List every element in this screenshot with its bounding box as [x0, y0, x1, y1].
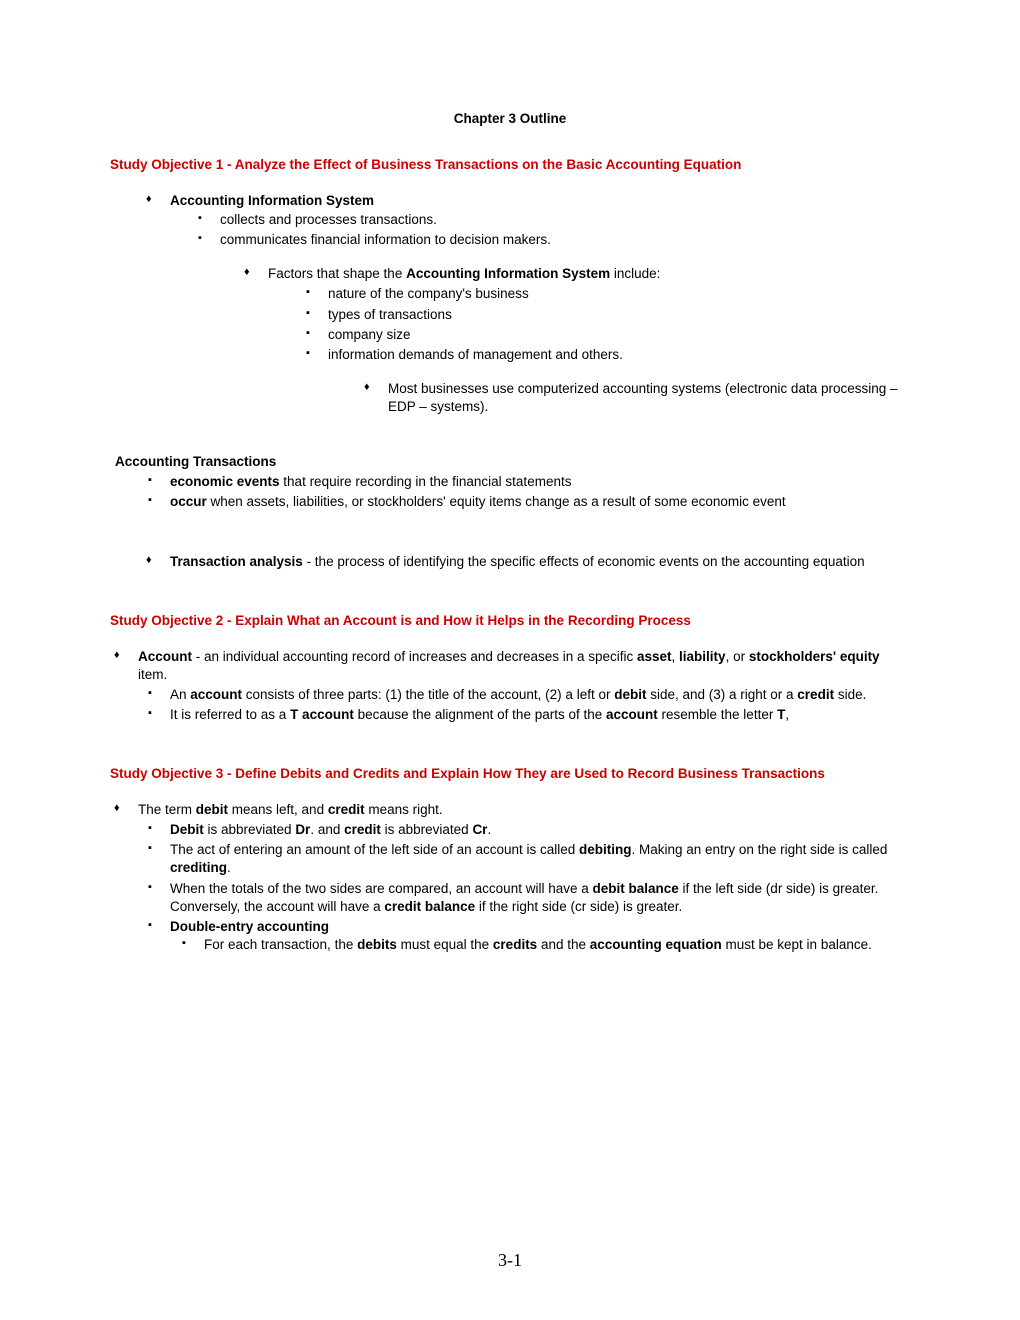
factors-intro: Factors that shape the Accounting Inform… [240, 265, 910, 283]
chapter-title: Chapter 3 Outline [110, 110, 910, 128]
factor-4: information demands of management and ot… [300, 346, 910, 364]
objective-1-heading: Study Objective 1 - Analyze the Effect o… [110, 156, 910, 174]
dc-double-entry: Double-entry accounting For each transac… [142, 918, 910, 954]
dc-double-entry-sub: For each transaction, the debits must eq… [176, 936, 910, 954]
debit-credit-def: The term debit means left, and credit me… [110, 801, 910, 819]
page-number: 3-1 [0, 1248, 1020, 1272]
ais-sub-2: communicates financial information to de… [192, 231, 910, 249]
edp-note: Most businesses use computerized account… [360, 380, 910, 416]
factor-3: company size [300, 326, 910, 344]
transaction-analysis: Transaction analysis - the process of id… [142, 553, 910, 571]
transactions-head: Accounting Transactions [115, 453, 910, 471]
t-account: It is referred to as a T account because… [142, 706, 910, 724]
account-parts: An account consists of three parts: (1) … [142, 686, 910, 704]
trans-item-1: economic events that require recording i… [142, 473, 910, 491]
factor-2: types of transactions [300, 306, 910, 324]
dc-balance: When the totals of the two sides are com… [142, 880, 910, 916]
objective-2-heading: Study Objective 2 - Explain What an Acco… [110, 612, 910, 630]
objective-3-heading: Study Objective 3 - Define Debits and Cr… [110, 765, 910, 783]
page: Chapter 3 Outline Study Objective 1 - An… [0, 0, 1020, 1320]
account-def: Account - an individual accounting recor… [110, 648, 910, 684]
ais-sub-1: collects and processes transactions. [192, 211, 910, 229]
dc-debiting: The act of entering an amount of the lef… [142, 841, 910, 877]
ais-head: Accounting Information System collects a… [142, 192, 910, 249]
factor-1: nature of the company's business [300, 285, 910, 303]
dc-abbrev: Debit is abbreviated Dr. and credit is a… [142, 821, 910, 839]
trans-item-2: occur when assets, liabilities, or stock… [142, 493, 910, 511]
